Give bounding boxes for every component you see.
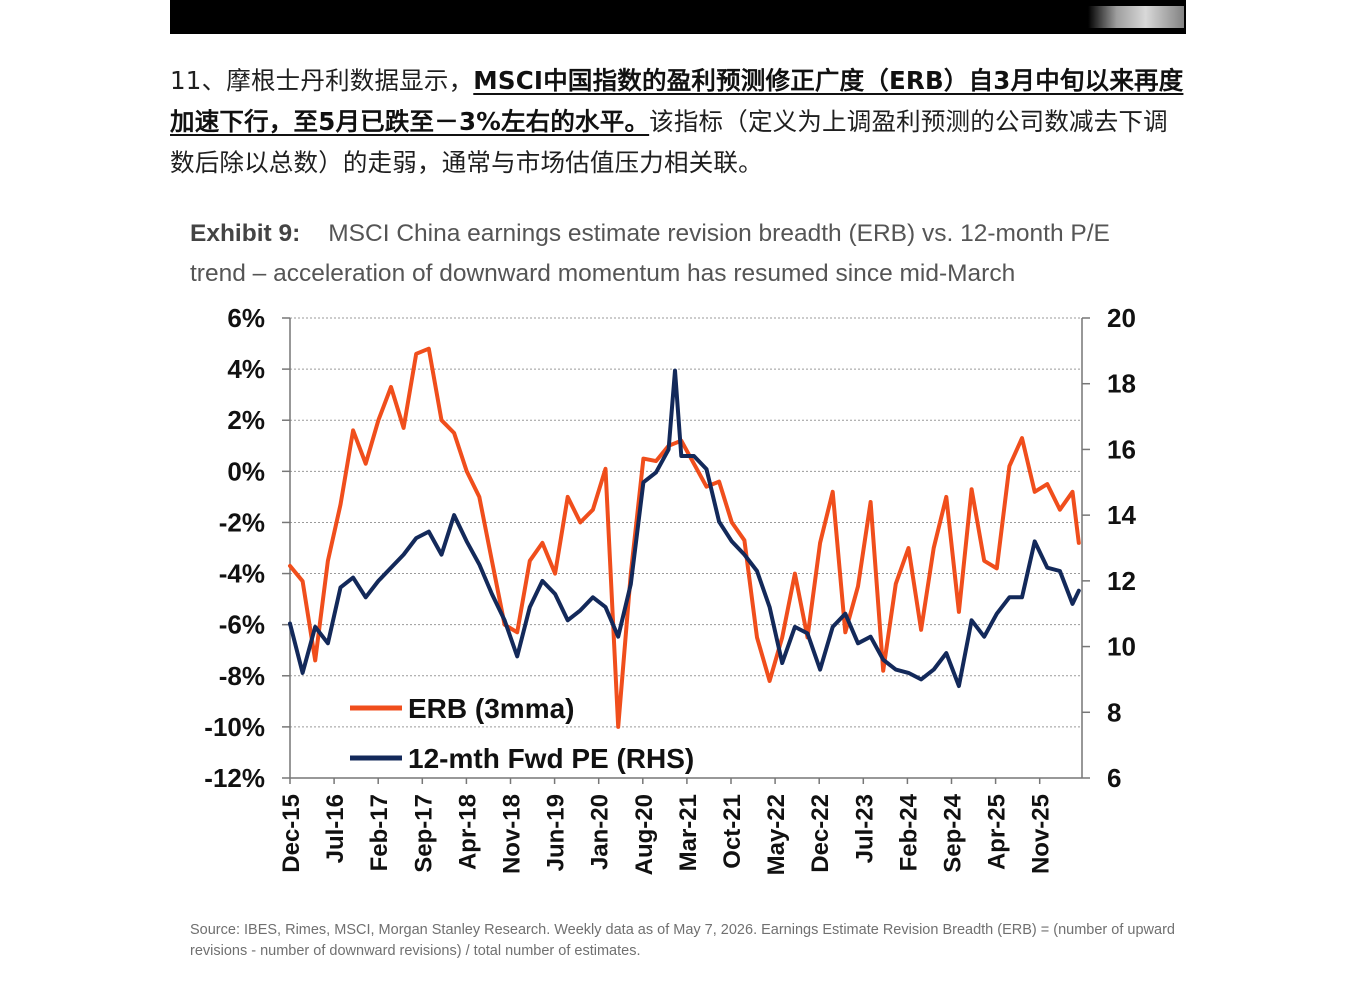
exhibit-title: MSCI China earnings estimate revision br…: [190, 220, 1110, 287]
erb-series-line: [288, 346, 1081, 729]
legend-label: ERB (3mma): [408, 693, 574, 724]
x-tick-label: Apr-25: [984, 794, 1011, 870]
top-image-strip: [170, 0, 1186, 34]
right-tick-label: 10: [1107, 632, 1136, 662]
pe-series-line: [288, 368, 1081, 688]
left-tick-label: 6%: [227, 303, 265, 333]
x-tick-label: Sep-24: [940, 793, 967, 872]
right-tick-label: 18: [1107, 369, 1136, 399]
x-tick-label: Dec-22: [807, 794, 834, 873]
left-tick-label: -8%: [219, 661, 265, 691]
left-tick-label: -6%: [219, 610, 265, 640]
x-tick-label: Sep-17: [410, 794, 437, 873]
left-tick-label: 2%: [227, 405, 265, 435]
right-tick-label: 16: [1107, 434, 1136, 464]
left-tick-label: 0%: [227, 456, 265, 486]
x-tick-label: Apr-18: [454, 794, 481, 870]
x-tick-label: Jan-20: [587, 794, 614, 870]
x-tick-label: May-22: [763, 794, 790, 875]
x-tick-label: Jul-16: [322, 794, 349, 863]
left-tick-label: 4%: [227, 354, 265, 384]
source-note: Source: IBES, Rimes, MSCI, Morgan Stanle…: [190, 922, 1175, 959]
para-highlight: MSCI中国指数的盈利预测修正广度（ERB）自3月中旬以来再度加速下行，至5月已…: [170, 66, 1184, 136]
right-tick-label: 8: [1107, 697, 1121, 727]
right-tick-label: 12: [1107, 566, 1136, 596]
x-tick-label: Jul-23: [851, 794, 878, 863]
x-tick-label: Dec-15: [278, 794, 305, 873]
legend-label: 12-mth Fwd PE (RHS): [408, 743, 694, 774]
right-tick-label: 20: [1107, 303, 1136, 333]
x-tick-label: Nov-18: [499, 794, 526, 874]
x-tick-label: Feb-24: [895, 793, 922, 871]
x-tick-label: Jun-19: [543, 794, 570, 871]
watermark-tag: [1088, 6, 1184, 28]
exhibit-caption: Exhibit 9: MSCI China earnings estimate r…: [190, 214, 1150, 294]
left-tick-label: -12%: [204, 763, 265, 793]
para-rest: 该指标（定义为上调盈利预测的公司数减去下调数后除以总数）的走弱，通常与市场估值压…: [170, 107, 1168, 177]
left-tick-label: -4%: [219, 559, 265, 589]
exhibit-label: Exhibit 9:: [190, 220, 301, 247]
article-paragraph: 11、摩根士丹利数据显示，MSCI中国指数的盈利预测修正广度（ERB）自3月中旬…: [170, 60, 1186, 183]
right-tick-label: 6: [1107, 763, 1121, 793]
x-tick-label: Nov-25: [1028, 794, 1055, 874]
x-tick-label: Feb-17: [366, 794, 393, 871]
left-tick-label: -2%: [219, 507, 265, 537]
x-tick-label: Mar-21: [675, 794, 702, 871]
right-tick-label: 14: [1107, 500, 1136, 530]
x-tick-label: Oct-21: [719, 794, 746, 869]
left-tick-label: -10%: [204, 712, 265, 742]
x-tick-label: Aug-20: [631, 794, 658, 875]
para-intro: 11、摩根士丹利数据显示，: [170, 66, 474, 95]
